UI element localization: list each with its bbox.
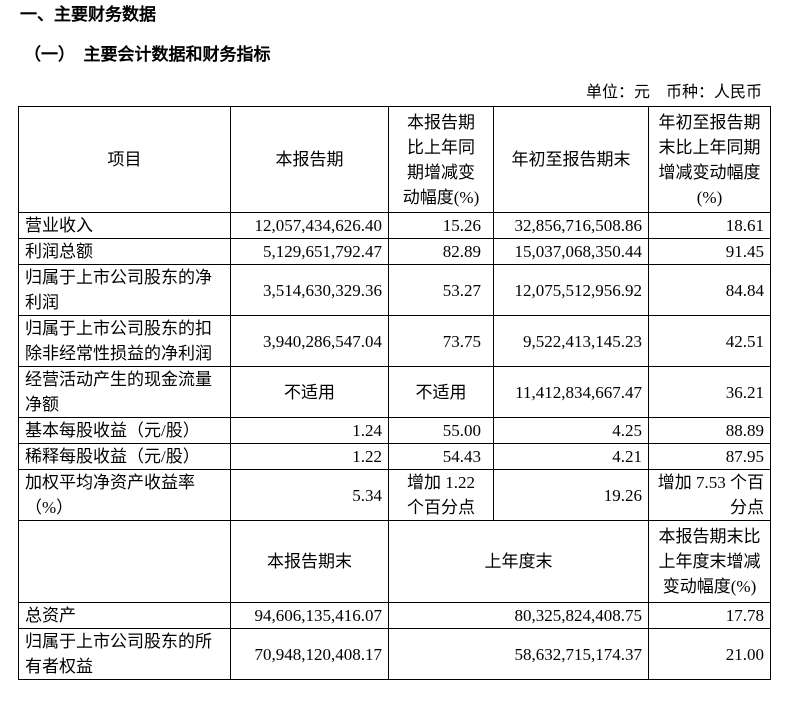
row-label: 经营活动产生的现金流量净额 [18,366,231,418]
data-cell: 3,940,286,547.04 [230,315,389,367]
data-cell: 55.00 [388,417,494,444]
data-cell: 4.21 [493,443,649,470]
data-cell: 88.89 [648,417,771,444]
data-cell: 73.75 [388,315,494,367]
row-label: 利润总额 [18,238,231,265]
data-cell: 12,075,512,956.92 [493,264,649,316]
heading: 一、主要财务数据 [20,5,156,25]
data-cell: 19.26 [493,469,649,521]
data-row: 归属于上市公司股东的扣除非经常性损益的净利润 3,940,286,547.04 73… [18,315,771,367]
data-cell: 70,948,120,408.17 [230,628,389,680]
row-label: 稀释每股收益（元/股） [18,443,231,470]
data-row: 归属于上市公司股东的所有者权益 70,948,120,408.17 58,632,7… [18,628,771,680]
data-cell: 12,057,434,626.40 [230,212,389,239]
data-cell: 32,856,716,508.86 [493,212,649,239]
header-row: 本报告期末 上年度末 本报告期末比上年度末增减变动幅度(%) [18,520,771,603]
data-cell: 82.89 [388,238,494,265]
row-label: 归属于上市公司股东的扣除非经常性损益的净利润 [18,315,231,367]
data-cell: 不适用 [230,366,389,418]
row-label: 加权平均净资产收益率（%） [18,469,231,521]
header-cell: 本报告期末比上年度末增减变动幅度(%) [648,520,771,603]
financial-table: 项目 本报告期 本报告期比上年同期增减变动幅度(%) 年初至报告期末 年初至报告期末比上… [18,106,771,680]
data-cell: 87.95 [648,443,771,470]
header-cell: 上年度末 [388,520,649,603]
row-label: 归属于上市公司股东的所有者权益 [18,628,231,680]
header-cell: 本报告期末 [230,520,389,603]
data-cell: 11,412,834,667.47 [493,366,649,418]
data-cell: 58,632,715,174.37 [388,628,649,680]
data-cell: 不适用 [388,366,494,418]
unit-note: 单位：元 币种：人民币 [585,84,762,101]
data-row: 总资产 94,606,135,416.07 80,325,824,408.75 17.… [18,602,771,629]
header-cell: 年初至报告期末比上年同期增减变动幅度(%) [648,106,771,213]
data-cell: 80,325,824,408.75 [388,602,649,629]
data-cell: 42.51 [648,315,771,367]
data-cell: 3,514,630,329.36 [230,264,389,316]
data-cell: 5,129,651,792.47 [230,238,389,265]
data-row: 归属于上市公司股东的净利润 3,514,630,329.36 53.27 12,075… [18,264,771,316]
data-cell: 94,606,135,416.07 [230,602,389,629]
data-cell: 17.78 [648,602,771,629]
header-cell: 项目 [18,106,231,213]
data-cell: 18.61 [648,212,771,239]
table-body: 项目 本报告期 本报告期比上年同期增减变动幅度(%) 年初至报告期末 年初至报告期末比上… [18,106,771,680]
data-row: 营业收入 12,057,434,626.40 15.26 32,856,716,508… [18,212,771,239]
data-row: 基本每股收益（元/股） 1.24 55.00 4.25 88.89 [18,417,771,444]
data-row: 稀释每股收益（元/股） 1.22 54.43 4.21 87.95 [18,443,771,470]
data-cell: 54.43 [388,443,494,470]
data-cell: 1.22 [230,443,389,470]
data-cell: 91.45 [648,238,771,265]
header-cell: 本报告期比上年同期增减变动幅度(%) [388,106,494,213]
row-label: 归属于上市公司股东的净利润 [18,264,231,316]
data-cell: 15,037,068,350.44 [493,238,649,265]
data-cell: 增加 7.53 个百分点 [648,469,771,521]
data-row: 加权平均净资产收益率（%） 5.34 增加 1.22 个百分点 19.26 增加 7.5… [18,469,771,521]
data-cell: 21.00 [648,628,771,680]
data-cell: 53.27 [388,264,494,316]
header-cell: 本报告期 [230,106,389,213]
subheading: （一） 主要会计数据和财务指标 [24,45,271,65]
data-cell: 4.25 [493,417,649,444]
data-row: 利润总额 5,129,651,792.47 82.89 15,037,068,350.… [18,238,771,265]
data-cell: 15.26 [388,212,494,239]
header-cell: 年初至报告期末 [493,106,649,213]
empty-cell [18,520,231,603]
data-cell: 84.84 [648,264,771,316]
data-cell: 增加 1.22 个百分点 [388,469,494,521]
data-row: 经营活动产生的现金流量净额 不适用 不适用 11,412,834,667.47 36.2… [18,366,771,418]
data-cell: 36.21 [648,366,771,418]
row-label: 基本每股收益（元/股） [18,417,231,444]
row-label: 总资产 [18,602,231,629]
data-cell: 1.24 [230,417,389,444]
data-cell: 9,522,413,145.23 [493,315,649,367]
row-label: 营业收入 [18,212,231,239]
data-cell: 5.34 [230,469,389,521]
header-row: 项目 本报告期 本报告期比上年同期增减变动幅度(%) 年初至报告期末 年初至报告期末比上… [18,106,771,213]
